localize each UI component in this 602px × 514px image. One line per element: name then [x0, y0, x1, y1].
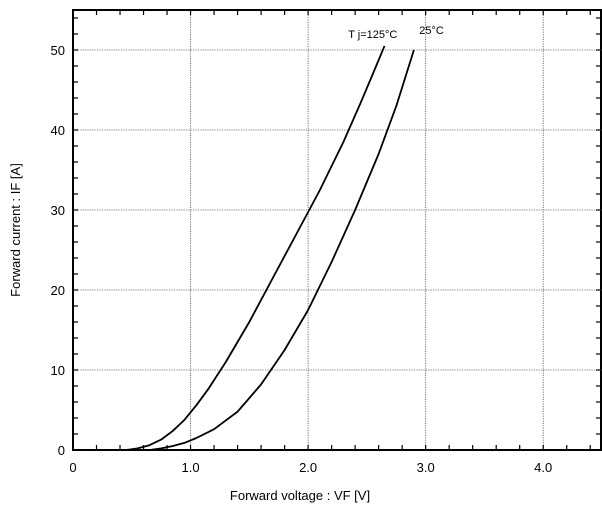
series-line-tj-25c [149, 49, 415, 451]
x-tick-label: 2.0 [299, 460, 317, 475]
y-axis-title: Forward current : IF [A] [8, 163, 23, 297]
y-tick-label: 20 [51, 283, 65, 298]
x-axis-title: Forward voltage : VF [V] [230, 488, 370, 503]
x-tick-label: 4.0 [534, 460, 552, 475]
annotation-tj-125c: T j=125°C [348, 29, 397, 41]
y-tick-label: 0 [58, 443, 65, 458]
y-tick-label: 30 [51, 203, 65, 218]
y-tick-label: 10 [51, 363, 65, 378]
x-tick-label: 0 [69, 460, 76, 475]
plot-frame [72, 9, 602, 451]
x-tick-label: 3.0 [417, 460, 435, 475]
y-tick-label: 40 [51, 123, 65, 138]
series-line-tj-125c [125, 45, 386, 451]
x-tick-label: 1.0 [182, 460, 200, 475]
annotation-tj-25c: 25°C [419, 25, 444, 37]
y-tick-label: 50 [51, 43, 65, 58]
